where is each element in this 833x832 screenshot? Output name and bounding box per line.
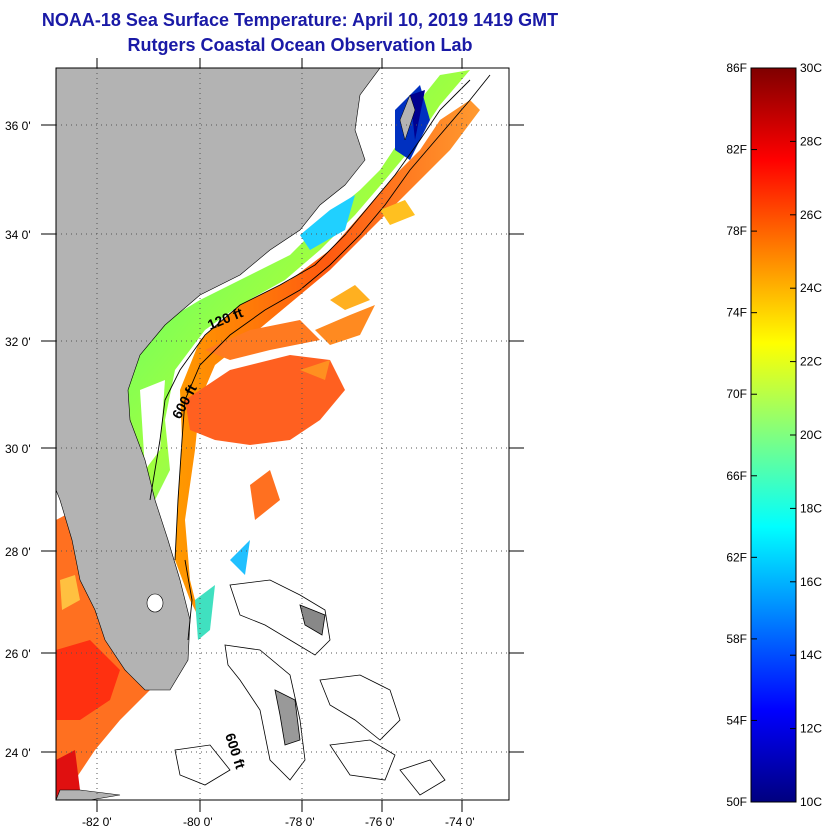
lat-label: 30 0' — [5, 442, 31, 456]
lat-label: 28 0' — [5, 545, 31, 559]
land-mass — [56, 68, 381, 691]
graticule — [56, 68, 509, 800]
lat-label: 34 0' — [5, 228, 31, 242]
lat-label: 32 0' — [5, 335, 31, 349]
page-subtitle: Rutgers Coastal Ocean Observation Lab — [127, 35, 473, 55]
lon-label: -80 0' — [183, 815, 213, 829]
lon-label: -82 0' — [82, 815, 112, 829]
lon-label: -78 0' — [285, 815, 315, 829]
map-frame — [55, 67, 510, 801]
lat-label: 26 0' — [5, 647, 31, 661]
lon-label: -74 0' — [445, 815, 475, 829]
axis-ticks — [41, 58, 524, 812]
lat-label: 24 0' — [5, 746, 31, 760]
bahamas-islands — [174, 579, 446, 796]
sst-data-layer — [56, 70, 480, 800]
lat-label: 36 0' — [5, 119, 31, 133]
latitude-labels: 36 0' 34 0' 32 0' 30 0' 28 0' 26 0' 24 0… — [5, 119, 31, 760]
page-title: NOAA-18 Sea Surface Temperature: April 1… — [41, 10, 559, 30]
lon-label: -76 0' — [365, 815, 395, 829]
bathymetry-contours — [149, 74, 491, 641]
lake-okeechobee — [146, 593, 164, 613]
longitude-labels: -82 0' -80 0' -78 0' -76 0' -74 0' — [82, 815, 475, 829]
